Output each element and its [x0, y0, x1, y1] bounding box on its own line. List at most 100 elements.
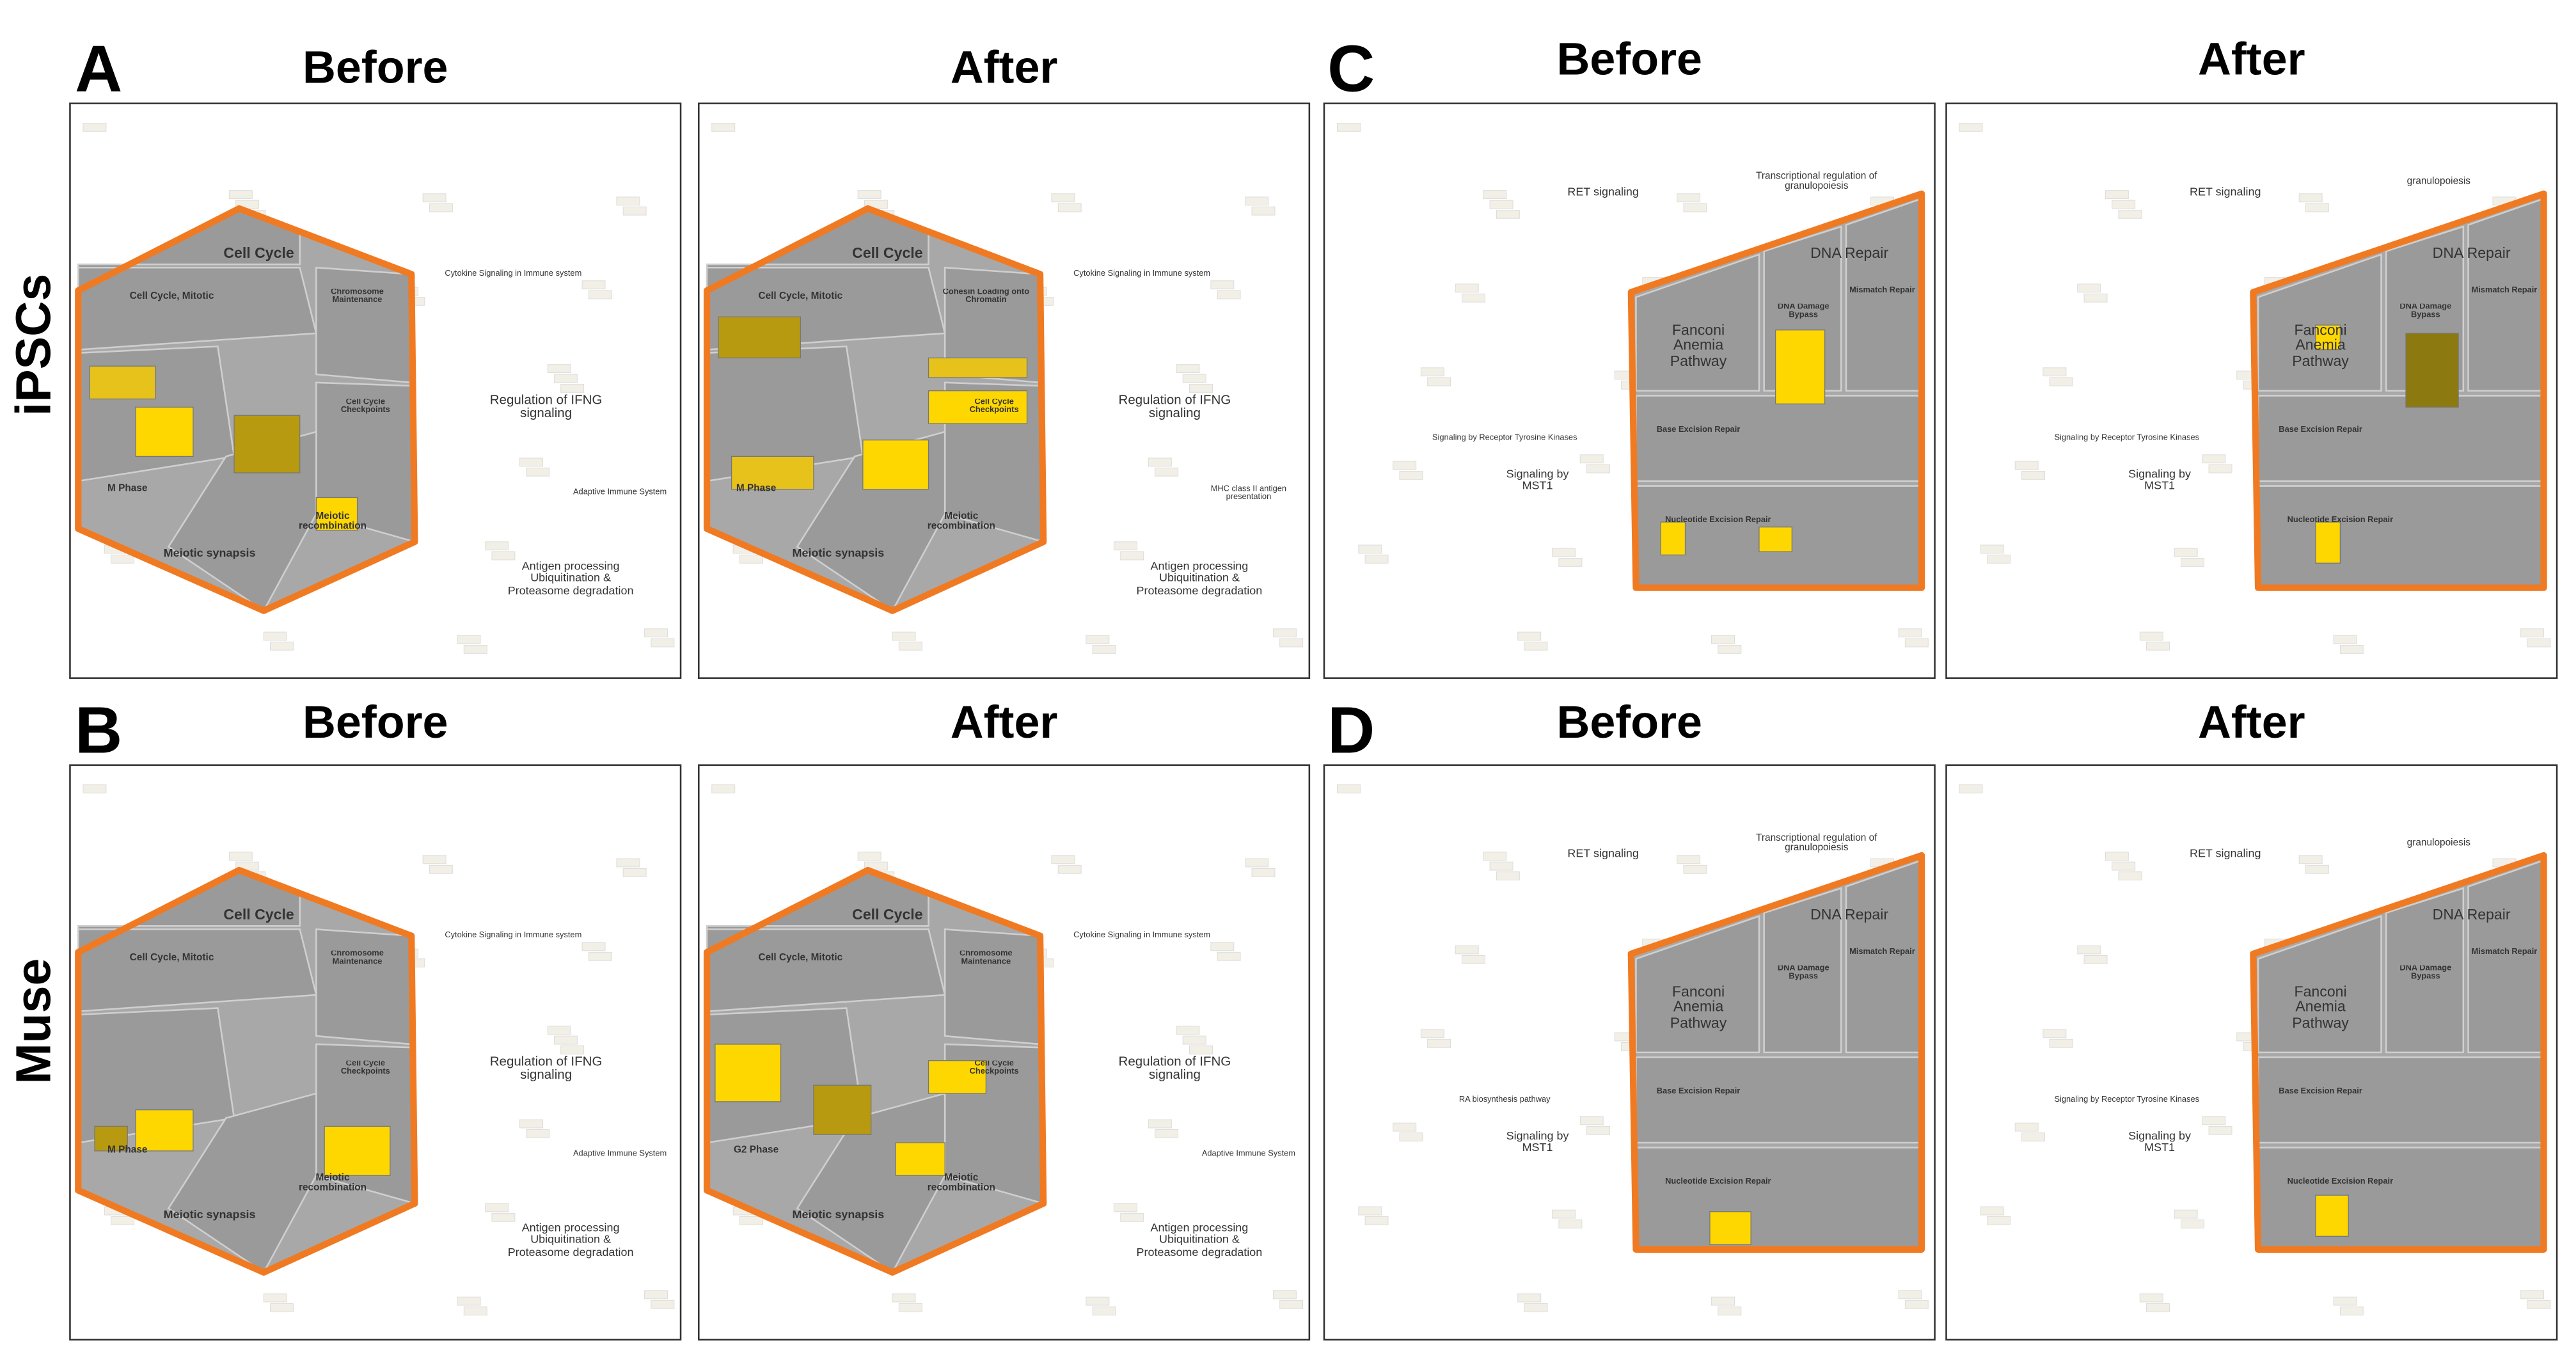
background-node	[553, 1035, 578, 1045]
background-node	[2083, 293, 2108, 303]
background-node	[1393, 461, 1417, 470]
background-node	[1210, 280, 1235, 290]
map-label-box: DNA Repair	[1810, 245, 1889, 262]
background-node	[1086, 1296, 1110, 1306]
background-node	[1455, 283, 1479, 293]
map-label: Fanconi Anemia Pathway	[2292, 983, 2349, 1031]
map-label-box: Chromosome Maintenance	[331, 289, 384, 305]
map-label-box: DNA Damage Bypass	[1778, 965, 1829, 981]
pathway-map: DNA Repair Fanconi Anemia Pathway DNA Dama…	[1323, 764, 1936, 1341]
background-node	[616, 196, 640, 206]
background-node	[1120, 1212, 1144, 1222]
map-label: M Phase	[107, 484, 148, 494]
map-label: RET signaling	[1567, 849, 1639, 861]
panel-letter: A	[75, 32, 122, 106]
background-node	[2333, 1296, 2357, 1306]
background-node	[1461, 293, 1485, 303]
map-label: MHC class II antigen presentation	[1210, 484, 1287, 503]
map-label: Cell Cycle	[223, 245, 294, 262]
background-node	[1113, 541, 1137, 551]
map-label-box: Meiotic recombination	[928, 512, 995, 532]
map-label: Cell Cycle Checkpoints	[340, 1060, 390, 1077]
map-label-box: Base Excision Repair	[1657, 1088, 1741, 1097]
map-label-box: Fanconi Anemia Pathway	[1670, 983, 1727, 1030]
highlight	[862, 440, 929, 490]
background-node	[581, 942, 606, 951]
background-node	[1959, 784, 1983, 793]
map-label-box: Base Excision Repair	[2279, 427, 2362, 435]
map-label-box: Cell Cycle, Mitotic	[758, 292, 842, 301]
background-node	[1496, 209, 1520, 219]
background-node	[1176, 1026, 1200, 1035]
map-heading: After	[951, 42, 1058, 93]
highlight	[928, 1060, 986, 1094]
region-outline	[1627, 190, 1925, 591]
background-node	[270, 1303, 294, 1312]
background-node	[1113, 1203, 1137, 1212]
map-label-box: Meiotic synapsis	[164, 549, 256, 560]
sub-region	[315, 266, 413, 384]
map-label: RA biosynthesis pathway	[1458, 1095, 1551, 1106]
map-label-box: Cohesin Loading onto Chromatin	[943, 289, 1029, 305]
highlight	[731, 456, 814, 490]
background-node	[2139, 631, 2163, 641]
background-node	[1579, 454, 1604, 464]
background-node	[1279, 638, 1304, 647]
map-label: Base Excision Repair	[2279, 1087, 2362, 1098]
map-label: Nucleotide Excision Repair	[1665, 1177, 1771, 1188]
background-node	[1364, 1216, 1389, 1225]
background-node	[1904, 1299, 1929, 1309]
row-label: Muse	[6, 958, 61, 1084]
highlight	[1709, 1211, 1751, 1245]
background-node	[1092, 644, 1116, 654]
map-label-box: G2 Phase	[733, 1145, 779, 1156]
map-label: Cell Cycle	[852, 907, 923, 923]
background-node	[1217, 951, 1241, 961]
map-label-box: Antigen processing Ubiquitination & Prot…	[1137, 1223, 1263, 1259]
map-label: DNA Repair	[2432, 907, 2511, 923]
background-node	[2049, 377, 2073, 386]
map-label: Cytokine Signaling in Immune system	[445, 269, 582, 280]
sub-region	[315, 928, 413, 1045]
sub-region	[2257, 915, 2382, 1054]
map-label: granulopoiesis	[2406, 177, 2470, 187]
map-label-box: RET signaling	[1567, 187, 1639, 199]
pathway-map: Cell Cycle Cell Cycle, Mitotic Chromosome …	[697, 764, 1311, 1341]
map-label-box: Signaling by MST1	[2128, 1131, 2192, 1154]
map-label-box: Cytokine Signaling in Immune system	[1073, 932, 1210, 941]
map-label-box: Meiotic synapsis	[792, 1211, 884, 1222]
map-label: DNA Repair	[1810, 245, 1889, 262]
background-node	[1711, 635, 1735, 644]
map-label: Mismatch Repair	[2471, 286, 2538, 296]
map-label: Signaling by Receptor Tyrosine Kinases	[1432, 434, 1577, 444]
map-label: Chromosome Maintenance	[959, 950, 1013, 967]
map-label: DNA Repair	[2432, 245, 2511, 262]
map-heading: After	[951, 697, 1058, 748]
map-label: Nucleotide Excision Repair	[1665, 516, 1771, 527]
background-node	[1524, 641, 1548, 651]
background-node	[1420, 1029, 1444, 1038]
background-node	[422, 193, 446, 203]
background-node	[2527, 638, 2551, 647]
background-node	[1364, 554, 1389, 564]
highlight	[135, 406, 194, 457]
map-label: G2 Phase	[733, 1145, 779, 1156]
background-node	[892, 631, 916, 641]
map-label-box: Signaling by MST1	[2128, 469, 2191, 493]
map-label-box: Signaling by Receptor Tyrosine Kinases	[1432, 434, 1577, 444]
background-node	[857, 852, 881, 861]
map-label-box: DNA Damage Bypass	[1778, 304, 1829, 320]
background-node	[1586, 464, 1610, 473]
background-node	[588, 951, 612, 961]
map-label-box: Meiotic synapsis	[164, 1211, 256, 1222]
background-node	[1898, 628, 1922, 638]
background-node	[1057, 203, 1082, 212]
panel-letter: D	[1327, 694, 1375, 767]
highlight	[1660, 521, 1686, 555]
background-node	[491, 1212, 516, 1222]
map-label-box: Cell Cycle Checkpoints	[970, 1061, 1019, 1077]
background-node	[1210, 942, 1235, 951]
map-label-box: Cytokine Signaling in Immune system	[445, 932, 581, 941]
map-label: Signaling by MST1	[2128, 1131, 2192, 1154]
